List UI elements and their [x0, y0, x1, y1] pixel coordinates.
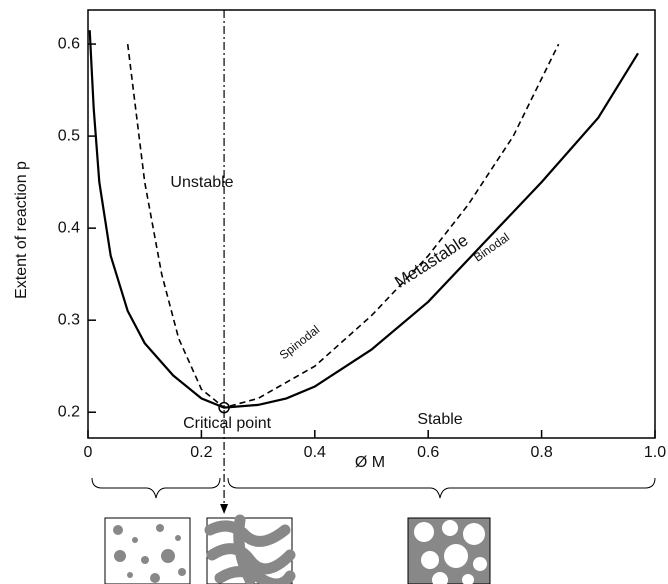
- x-axis-label: Ø M: [355, 454, 385, 471]
- microstructure-dispersed: [104, 517, 191, 584]
- y-tick-label: 0.6: [58, 35, 80, 52]
- series-line: [88, 30, 639, 409]
- region-label: Stable: [417, 411, 462, 428]
- x-tick-label: 0.6: [417, 444, 439, 461]
- arrow-head: [220, 504, 229, 514]
- x-tick-label: 1.0: [644, 444, 666, 461]
- region-label: Unstable: [170, 174, 233, 191]
- x-tick-label: 0: [84, 444, 93, 461]
- brace: [91, 477, 221, 499]
- y-tick-label: 0.3: [58, 311, 80, 328]
- brace: [227, 477, 656, 499]
- x-tick-label: 0.4: [304, 444, 326, 461]
- y-tick-label: 0.2: [58, 403, 80, 420]
- critical-label: Critical point: [183, 415, 272, 432]
- series-line: [126, 43, 560, 409]
- y-axis-label: Extent of reaction p: [13, 161, 30, 299]
- microstructure-cocontinuous: [204, 514, 296, 584]
- x-tick-label: 0.2: [190, 444, 212, 461]
- plot-frame: [87, 9, 656, 439]
- microstructure-matrix: [407, 517, 491, 584]
- y-tick-label: 0.5: [58, 127, 80, 144]
- spinodal-label: Spinodal: [277, 322, 322, 362]
- x-tick-label: 0.8: [530, 444, 552, 461]
- y-tick-label: 0.4: [58, 219, 80, 236]
- region-label: Metastable: [391, 231, 471, 292]
- critical-point: [218, 401, 230, 414]
